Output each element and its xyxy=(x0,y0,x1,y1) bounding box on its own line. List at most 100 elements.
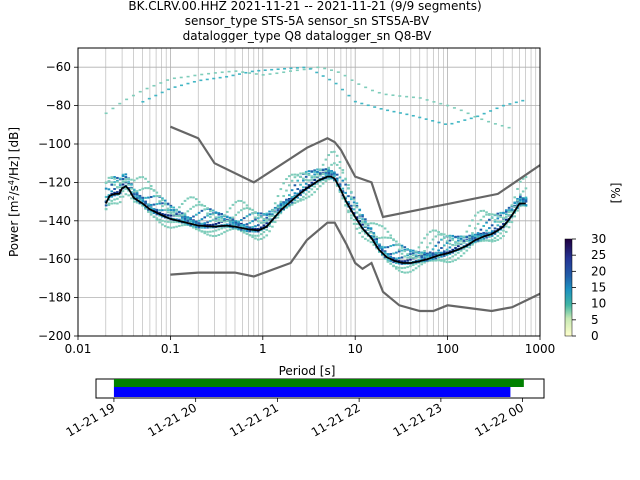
histogram-cell xyxy=(203,222,207,225)
histogram-cell xyxy=(279,206,283,209)
histogram-cell xyxy=(414,256,418,259)
histogram-cell xyxy=(476,115,480,118)
histogram-cell xyxy=(173,86,177,88)
histogram-cell xyxy=(276,204,280,207)
histogram-cell xyxy=(364,86,368,89)
histogram-cell xyxy=(268,210,271,213)
histogram-cell xyxy=(228,223,232,226)
histogram-cell xyxy=(197,226,201,229)
histogram-cell xyxy=(206,223,209,226)
histogram-cell xyxy=(386,253,390,256)
histogram-cell xyxy=(400,246,404,249)
histogram-cell xyxy=(516,199,519,202)
histogram-cell xyxy=(214,219,218,222)
histogram-cell xyxy=(395,240,398,243)
histogram-cell xyxy=(330,170,333,173)
grid-lines xyxy=(77,48,540,337)
histogram-cell xyxy=(442,237,446,240)
histogram-cell xyxy=(519,195,522,198)
histogram-cell xyxy=(434,259,438,262)
histogram-cell xyxy=(227,70,231,73)
histogram-cell xyxy=(521,190,525,193)
colorbar-ticks: 0 5 10 15 20 25 30 xyxy=(572,232,606,343)
histogram-cell xyxy=(496,212,500,215)
histogram-cell xyxy=(334,82,338,85)
histogram-cell xyxy=(380,245,384,248)
x-tick-label: 0.01 xyxy=(65,342,92,356)
histogram-cell xyxy=(355,227,359,230)
histogram-cell xyxy=(428,251,432,254)
histogram-cell xyxy=(259,216,263,219)
histogram-cell xyxy=(519,193,522,196)
histogram-cell xyxy=(161,199,164,202)
histogram-cell xyxy=(391,94,395,97)
histogram-cell xyxy=(104,204,108,207)
histogram-cell xyxy=(251,236,254,239)
histogram-cell xyxy=(172,213,176,216)
histogram-cell xyxy=(318,185,322,188)
histogram-cell xyxy=(426,256,429,259)
histogram-cell xyxy=(240,228,243,231)
colorbar-tick-label: 15 xyxy=(591,281,606,295)
histogram-cell xyxy=(209,223,212,226)
histogram-cell xyxy=(138,189,142,192)
histogram-cell xyxy=(293,202,297,205)
histogram-cell xyxy=(240,224,243,227)
histogram-cell xyxy=(335,154,339,157)
histogram-cell xyxy=(403,262,407,265)
histogram-cell xyxy=(183,219,187,222)
histogram-cell xyxy=(338,183,342,186)
histogram-cell xyxy=(437,241,440,244)
histogram-cell xyxy=(499,237,502,240)
histogram-cell xyxy=(403,248,407,251)
histogram-cell xyxy=(237,199,240,202)
histogram-cell xyxy=(521,203,525,206)
histogram-cell xyxy=(479,240,483,243)
histogram-cell xyxy=(141,100,145,103)
histogram-cell xyxy=(516,202,519,205)
histogram-cell xyxy=(437,249,440,252)
histogram-cell xyxy=(440,233,443,236)
histogram-cell xyxy=(468,241,471,244)
histogram-cell xyxy=(352,208,356,211)
histogram-cell xyxy=(293,192,297,195)
histogram-cell xyxy=(327,172,331,175)
histogram-cell xyxy=(318,174,322,177)
histogram-cell xyxy=(127,194,130,197)
histogram-cell xyxy=(442,250,446,253)
histogram-cell xyxy=(372,238,376,241)
histogram-cell xyxy=(127,183,130,186)
histogram-cell xyxy=(400,256,404,259)
histogram-cell xyxy=(420,253,424,256)
histogram-cell xyxy=(313,185,316,188)
histogram-cell xyxy=(214,217,218,220)
histogram-cell xyxy=(434,251,438,254)
histogram-cell xyxy=(220,232,223,235)
histogram-cell xyxy=(242,225,246,228)
histogram-cell xyxy=(265,222,269,225)
histogram-cell xyxy=(507,221,511,224)
histogram-cell xyxy=(299,189,302,192)
histogram-cell xyxy=(116,186,119,189)
histogram-cell xyxy=(276,195,280,198)
histogram-cell xyxy=(462,252,466,255)
histogram-cell xyxy=(431,248,435,251)
histogram-cell xyxy=(110,202,114,205)
histogram-cell xyxy=(324,158,328,161)
histogram-cell xyxy=(448,242,452,245)
histogram-cell xyxy=(113,183,116,186)
histogram-cell xyxy=(383,251,387,254)
histogram-cell xyxy=(231,223,235,226)
histogram-cell xyxy=(276,68,280,71)
histogram-cell xyxy=(203,208,207,211)
histogram-cell xyxy=(124,178,128,181)
histogram-cell xyxy=(237,223,240,226)
histogram-cell xyxy=(223,220,226,223)
histogram-cell xyxy=(369,222,373,225)
histogram-cell xyxy=(493,239,497,242)
histogram-cell xyxy=(400,267,404,270)
histogram-cell xyxy=(217,216,221,219)
histogram-cell xyxy=(121,181,125,184)
histogram-cell xyxy=(245,223,249,226)
histogram-cell xyxy=(352,196,356,199)
